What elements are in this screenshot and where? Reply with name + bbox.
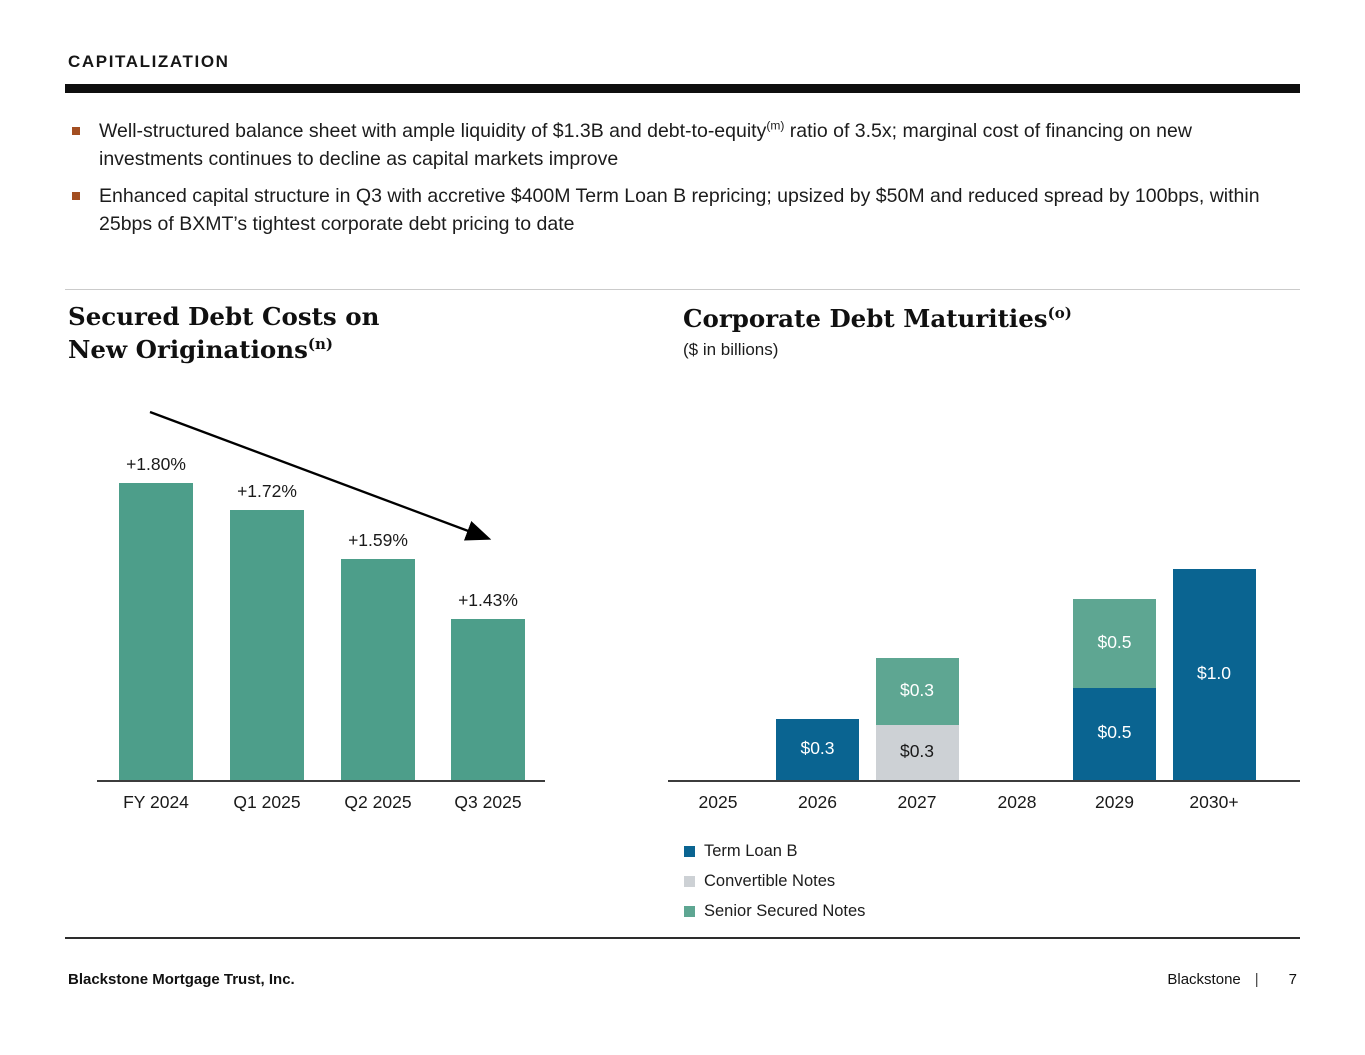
legend-item: Term Loan B: [684, 836, 865, 866]
bar-value-label: +1.80%: [126, 454, 186, 474]
left-chart-title-line2: New Originations(n): [68, 333, 379, 366]
legend-item: Senior Secured Notes: [684, 896, 865, 926]
left-chart-title: Secured Debt Costs on New Originations(n…: [68, 300, 379, 366]
footnote-superscript: (n): [307, 334, 333, 353]
x-axis-label: Q3 2025: [454, 792, 522, 812]
corporate-debt-chart: 2025 $0.3 2026 $0.3 $0.3 2027 2028 $0.5 $0.5 2029…: [668, 555, 1300, 820]
secured-debt-bar: [341, 559, 415, 780]
bullet-point: Well-structured balance sheet with ample…: [72, 118, 1282, 173]
x-axis-line: [97, 780, 545, 782]
footer-right: Blackstone | 7: [1167, 971, 1297, 988]
bullet-text: Enhanced capital structure in Q3 with ac…: [99, 183, 1282, 238]
right-chart-subtitle: ($ in billions): [683, 340, 779, 359]
x-axis-label: Q2 2025: [344, 792, 412, 812]
x-axis-label: FY 2024: [123, 792, 189, 812]
legend-item: Convertible Notes: [684, 866, 865, 896]
convertible-notes-swatch-icon: [684, 875, 695, 887]
maturity-bar-segment: [1073, 688, 1156, 780]
secured-debt-chart: +1.80% FY 2024 +1.72% Q1 2025 +1.59% Q2 2025 +…: [97, 400, 545, 820]
bullet-square-icon: [72, 127, 80, 135]
footer-divider-line: [65, 937, 1300, 939]
legend-label: Convertible Notes: [704, 871, 836, 890]
header-black-bar: [65, 84, 1300, 93]
footer-brand: Blackstone: [1167, 971, 1241, 988]
segment-value-label: $0.5: [1097, 722, 1132, 742]
bar-value-label: +1.43%: [458, 590, 518, 610]
downward-trend-arrow: [149, 410, 492, 541]
secured-debt-bar: [451, 619, 525, 780]
x-axis-label: 2028: [997, 792, 1037, 812]
legend-label: Senior Secured Notes: [704, 901, 866, 920]
maturity-bar-segment: [875, 725, 959, 780]
left-chart-title-text1: Secured Debt Costs on: [68, 302, 380, 331]
left-chart-title-text2: New Originations: [68, 335, 308, 364]
right-chart-title: Corporate Debt Maturities(o): [683, 302, 1072, 335]
x-axis-label: Q1 2025: [233, 792, 301, 812]
x-axis-label: 2029: [1095, 792, 1134, 812]
x-axis-label: 2026: [798, 792, 837, 812]
maturity-bar-segment: [1073, 599, 1156, 688]
segment-value-label: $1.0: [1196, 662, 1232, 683]
term-loan-b-swatch-icon: [684, 845, 695, 857]
x-axis-label: 2025: [698, 792, 738, 812]
footnote-superscript: (o): [1047, 303, 1072, 322]
x-axis-line: [668, 780, 1300, 782]
bullet-text-post: ratio of 3.5x; marginal cost of financin…: [99, 120, 1192, 170]
bar-value-label: +1.72%: [237, 481, 297, 501]
maturity-bar-segment: [875, 658, 959, 725]
footnote-superscript: (m): [766, 118, 785, 133]
bar-value-label: +1.59%: [348, 530, 408, 550]
bullet-point: Enhanced capital structure in Q3 with ac…: [72, 183, 1282, 238]
bullet-text-pre: Enhanced capital structure in Q3 with ac…: [99, 185, 1260, 235]
x-axis-label: 2027: [897, 792, 937, 812]
left-chart-title-line1: Secured Debt Costs on: [68, 300, 379, 333]
secured-debt-bar: [119, 483, 193, 780]
segment-value-label: $0.3: [800, 737, 835, 758]
chart-legend: Term Loan B Convertible Notes Senior Secur…: [684, 836, 865, 926]
section-divider-line: [65, 289, 1300, 290]
secured-debt-bar: [230, 510, 304, 780]
legend-label: Term Loan B: [704, 841, 798, 860]
maturity-bar-segment: [776, 719, 859, 780]
page-title: CAPITALIZATION: [68, 52, 230, 71]
segment-value-label: $0.5: [1097, 631, 1132, 652]
segment-value-label: $0.3: [899, 740, 935, 761]
maturity-bar-segment: [1172, 569, 1256, 780]
right-chart-title-text: Corporate Debt Maturities: [683, 304, 1048, 333]
bullet-square-icon: [72, 192, 80, 200]
x-axis-label: 2030+: [1189, 792, 1239, 812]
senior-secured-notes-swatch-icon: [684, 905, 695, 917]
segment-value-label: $0.3: [899, 679, 935, 700]
bullet-text: Well-structured balance sheet with ample…: [99, 118, 1282, 173]
footer-company-name: Blackstone Mortgage Trust, Inc.: [68, 971, 295, 988]
bullet-text-pre: Well-structured balance sheet with ample…: [99, 120, 767, 142]
footer-page-number: 7: [1288, 971, 1297, 988]
footer-pipe-divider: |: [1254, 971, 1259, 988]
